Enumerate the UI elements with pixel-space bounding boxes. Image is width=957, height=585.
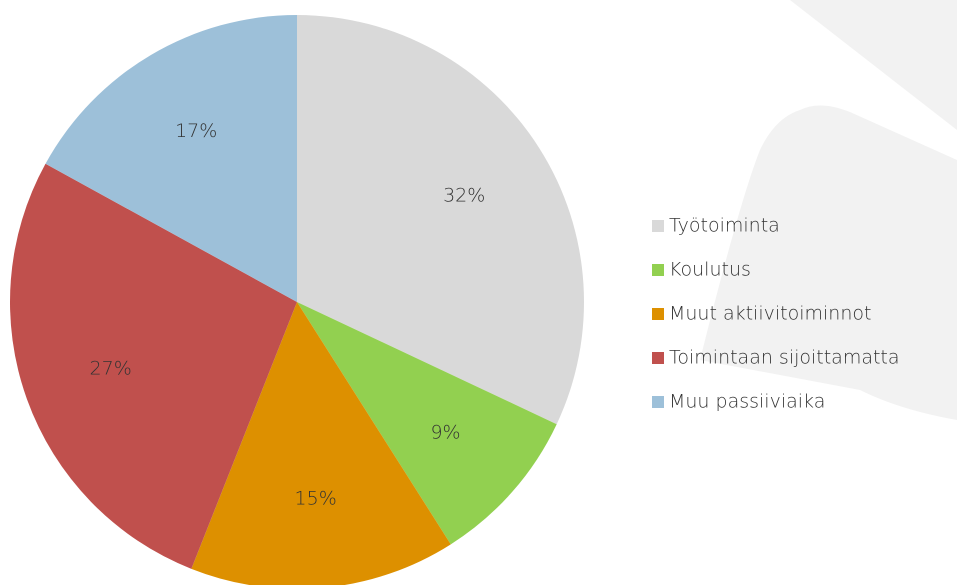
data-label: 27% bbox=[90, 358, 132, 380]
pie-slice bbox=[297, 302, 557, 545]
pie-slice bbox=[191, 302, 451, 585]
data-label: 15% bbox=[295, 488, 337, 510]
legend-swatch bbox=[652, 396, 664, 408]
legend-label: Toimintaan sijoittamatta bbox=[669, 347, 900, 369]
data-label: 32% bbox=[443, 184, 485, 206]
legend-label: Työtoiminta bbox=[669, 215, 780, 237]
pie-slice bbox=[45, 15, 297, 302]
background-shape bbox=[790, 0, 957, 130]
background-shape bbox=[700, 105, 957, 421]
legend-swatch bbox=[652, 264, 664, 276]
legend-label: Koulutus bbox=[669, 259, 751, 281]
pie: 32% 9% 15% 27% 17% bbox=[9, 15, 584, 585]
legend-swatch bbox=[652, 220, 664, 232]
legend: Työtoiminta Koulutus Muut aktiivitoiminnot… bbox=[652, 215, 900, 413]
legend-swatch bbox=[652, 352, 664, 364]
data-label: 9% bbox=[430, 421, 460, 443]
data-label: 17% bbox=[175, 120, 217, 142]
pie-slice bbox=[297, 15, 584, 425]
pie-slice bbox=[9, 163, 298, 569]
legend-label: Muu passiiviaika bbox=[669, 391, 825, 413]
legend-label: Muut aktiivitoiminnot bbox=[669, 303, 871, 325]
legend-swatch bbox=[652, 308, 664, 320]
